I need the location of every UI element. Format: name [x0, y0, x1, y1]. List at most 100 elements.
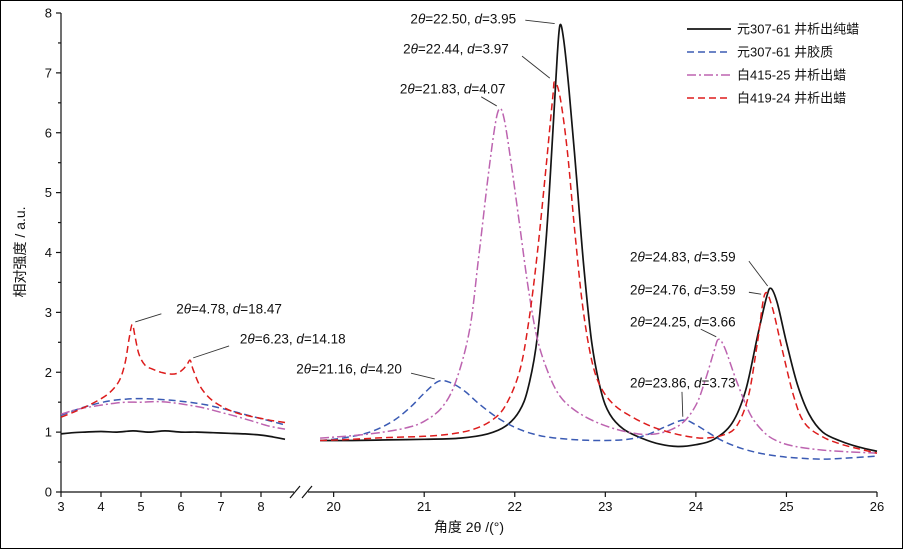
annotation-text-part: 2 [403, 41, 411, 56]
series-line-2 [320, 107, 878, 454]
series-line-1 [320, 379, 878, 460]
annotation-text-part: =3.59 [701, 249, 735, 264]
x-tick-label: 3 [57, 499, 64, 514]
y-tick-label: 1 [45, 425, 52, 440]
x-tick-label: 26 [870, 499, 884, 514]
annotation-text-part: 2 [296, 361, 304, 376]
y-tick-label: 8 [45, 6, 52, 21]
annotation-text-part: =3.95 [482, 12, 516, 27]
annotation-text-part: θ [637, 375, 645, 390]
x-tick-label: 20 [326, 499, 340, 514]
annotation-text-part: d [694, 314, 702, 329]
y-tick-label: 5 [45, 185, 52, 200]
annotation-leader-line [193, 345, 230, 359]
series-line-0 [60, 430, 286, 441]
annotation-text-part: θ [637, 314, 645, 329]
annotation-label: 2θ=24.25, d=3.66 [630, 314, 736, 329]
annotation-text-part: d [233, 302, 241, 317]
annotation-text-part: =3.73 [701, 375, 735, 390]
annotation-leader-line [481, 96, 497, 107]
series-line-2 [60, 400, 286, 430]
annotation-text-part: θ [407, 82, 415, 97]
legend-label-1: 元307-61 井胶质 [737, 45, 833, 60]
annotation-text-part: =24.83, [645, 249, 694, 264]
annotation-text-part: 2 [410, 12, 418, 27]
x-tick-label: 25 [779, 499, 793, 514]
legend-label-3: 白419-24 井析出蜡 [737, 91, 846, 106]
legend-label-0: 元307-61 井析出纯蜡 [737, 22, 859, 37]
y-tick-label: 7 [45, 65, 52, 80]
annotation-leader-line [681, 391, 684, 417]
annotation-text-part: =4.07 [471, 82, 505, 97]
annotation-text-part: 2 [630, 375, 638, 390]
annotation-text-part: =22.50, [425, 12, 474, 27]
annotation-text-part: =21.83, [415, 82, 464, 97]
x-tick-label: 22 [508, 499, 522, 514]
annotation-text-part: θ [418, 12, 426, 27]
annotation-label: 2θ=22.50, d=3.95 [410, 12, 516, 27]
annotation-text-part: =18.47 [240, 302, 282, 317]
annotation-text-part: d [467, 41, 475, 56]
annotation-leader-line [521, 55, 551, 79]
x-tick-label: 24 [689, 499, 703, 514]
annotation-leader-line [748, 291, 762, 295]
y-tick-label: 0 [45, 485, 52, 500]
series-line-3 [320, 81, 878, 454]
series-line-3 [60, 323, 286, 424]
annotation-label: 2θ=21.83, d=4.07 [400, 82, 506, 97]
annotation-label: 2θ=22.44, d=3.97 [403, 41, 509, 56]
annotation-text-part: 2 [630, 249, 638, 264]
annotation-text-part: =24.25, [645, 314, 694, 329]
annotation-label: 2θ=4.78, d=18.47 [176, 302, 282, 317]
annotation-text-part: 2 [240, 332, 248, 347]
annotation-text-part: 2 [630, 314, 638, 329]
annotation-text-part: 2 [400, 82, 408, 97]
annotation-text-part: θ [411, 41, 419, 56]
annotation-label: 2θ=24.83, d=3.59 [630, 249, 736, 264]
annotation-text-part: =4.20 [368, 361, 402, 376]
annotation-label: 2θ=24.76, d=3.59 [630, 282, 736, 297]
annotation-text-part: d [360, 361, 368, 376]
annotation-text-part: =22.44, [418, 41, 467, 56]
annotation-text-part: =23.86, [645, 375, 694, 390]
annotation-leader-line [700, 328, 717, 338]
annotation-label: 2θ=21.16, d=4.20 [296, 361, 402, 376]
annotation-text-part: 2 [630, 282, 638, 297]
annotation-leader-line [525, 19, 555, 24]
series-line-0 [320, 23, 878, 453]
x-tick-label: 23 [598, 499, 612, 514]
y-tick-label: 2 [45, 365, 52, 380]
x-tick-label: 6 [177, 499, 184, 514]
annotation-text-part: =3.97 [475, 41, 509, 56]
annotation-text-part: d [694, 375, 702, 390]
annotation-text-part: =3.59 [701, 282, 735, 297]
annotation-leader-line [410, 372, 435, 380]
annotation-leader-line [135, 313, 162, 323]
annotation-text-part: =21.16, [311, 361, 360, 376]
axis-break-mark [301, 485, 313, 499]
annotation-text-part: d [464, 82, 472, 97]
annotation-text-part: =14.18 [304, 332, 346, 347]
x-tick-label: 21 [417, 499, 431, 514]
x-axis-title: 角度 2θ /(°) [433, 519, 505, 535]
annotation-text-part: 2 [176, 302, 184, 317]
annotation-text-part: =6.23, [255, 332, 297, 347]
annotation-text-part: =24.76, [645, 282, 694, 297]
x-tick-label: 4 [97, 499, 104, 514]
annotation-text-part: θ [637, 282, 645, 297]
annotation-text-part: θ [247, 332, 255, 347]
annotation-text-part: =4.78, [191, 302, 233, 317]
annotation-text-part: d [296, 332, 304, 347]
annotation-text-part: d [474, 12, 482, 27]
x-tick-label: 5 [137, 499, 144, 514]
annotation-label: 2θ=6.23, d=14.18 [240, 332, 346, 347]
annotation-text-part: d [694, 282, 702, 297]
annotation-text-part: θ [184, 302, 192, 317]
y-axis-title: 相对强度 / a.u. [12, 206, 28, 298]
x-tick-label: 7 [217, 499, 224, 514]
annotation-leader-line [748, 260, 769, 287]
y-tick-label: 4 [45, 245, 52, 260]
axis-break-mark [289, 485, 301, 499]
